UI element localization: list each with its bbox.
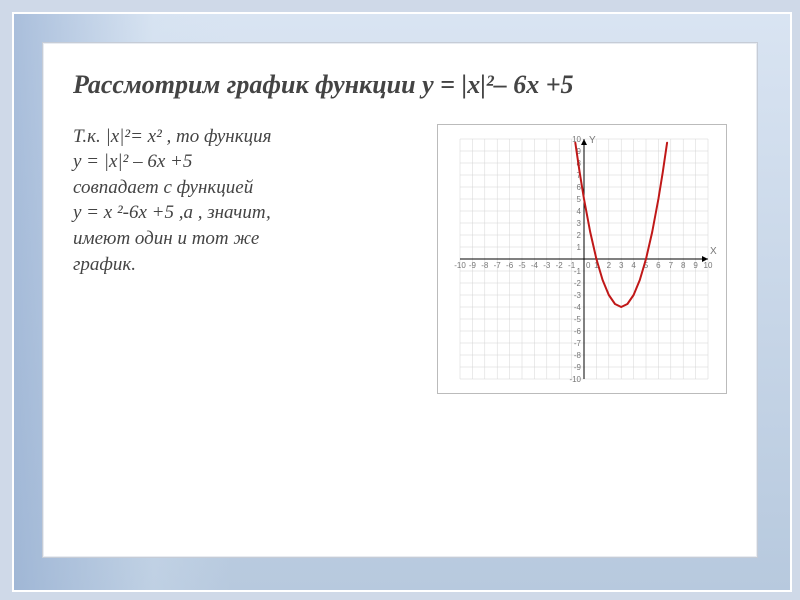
title-formula: y = |x|²– 6x +5 xyxy=(422,70,573,99)
body-line: Т.к. |x|²= x² , то функция xyxy=(73,124,403,150)
svg-text:9: 9 xyxy=(693,261,698,270)
svg-text:2: 2 xyxy=(577,231,582,240)
function-chart: -10-9-8-7-6-5-4-3-2-1012345678910-10-9-8… xyxy=(442,129,722,389)
svg-text:2: 2 xyxy=(607,261,612,270)
svg-text:-7: -7 xyxy=(494,261,502,270)
svg-text:-9: -9 xyxy=(469,261,477,270)
svg-text:-5: -5 xyxy=(518,261,526,270)
svg-text:-3: -3 xyxy=(543,261,551,270)
svg-text:-10: -10 xyxy=(454,261,466,270)
svg-text:6: 6 xyxy=(656,261,661,270)
svg-text:1: 1 xyxy=(577,243,582,252)
body-row: Т.к. |x|²= x² , то функцияy = |x|² – 6x … xyxy=(73,124,727,394)
svg-text:3: 3 xyxy=(577,219,582,228)
svg-text:-1: -1 xyxy=(574,267,582,276)
chart-box: -10-9-8-7-6-5-4-3-2-1012345678910-10-9-8… xyxy=(437,124,727,394)
svg-text:3: 3 xyxy=(619,261,624,270)
svg-text:-9: -9 xyxy=(574,363,582,372)
body-text: Т.к. |x|²= x² , то функцияy = |x|² – 6x … xyxy=(73,124,403,278)
title-prefix: Рассмотрим график функции xyxy=(73,70,422,99)
svg-text:-6: -6 xyxy=(574,327,582,336)
svg-text:7: 7 xyxy=(669,261,674,270)
svg-text:8: 8 xyxy=(681,261,686,270)
svg-text:-6: -6 xyxy=(506,261,514,270)
svg-text:-4: -4 xyxy=(574,303,582,312)
body-line: график. xyxy=(73,252,403,278)
svg-text:-7: -7 xyxy=(574,339,582,348)
svg-text:-8: -8 xyxy=(481,261,489,270)
svg-text:-4: -4 xyxy=(531,261,539,270)
svg-text:X: X xyxy=(710,246,717,257)
svg-text:5: 5 xyxy=(577,195,582,204)
svg-text:4: 4 xyxy=(577,207,582,216)
body-line: y = |x|² – 6x +5 xyxy=(73,149,403,175)
svg-text:-5: -5 xyxy=(574,315,582,324)
svg-text:-3: -3 xyxy=(574,291,582,300)
body-line: имеют один и тот же xyxy=(73,226,403,252)
chart-wrap: -10-9-8-7-6-5-4-3-2-1012345678910-10-9-8… xyxy=(403,124,727,394)
slide: Рассмотрим график функции y = |x|²– 6x +… xyxy=(0,0,800,600)
slide-title: Рассмотрим график функции y = |x|²– 6x +… xyxy=(73,69,727,102)
svg-text:10: 10 xyxy=(572,135,581,144)
svg-text:4: 4 xyxy=(631,261,636,270)
body-line: y = x ²-6x +5 ,а , значит, xyxy=(73,200,403,226)
svg-text:-10: -10 xyxy=(569,375,581,384)
svg-text:10: 10 xyxy=(704,261,713,270)
svg-text:-2: -2 xyxy=(556,261,564,270)
svg-text:-2: -2 xyxy=(574,279,582,288)
svg-text:Y: Y xyxy=(589,135,596,146)
body-line: совпадает с функцией xyxy=(73,175,403,201)
svg-text:-8: -8 xyxy=(574,351,582,360)
content-card: Рассмотрим график функции y = |x|²– 6x +… xyxy=(42,42,758,558)
svg-text:0: 0 xyxy=(586,261,591,270)
